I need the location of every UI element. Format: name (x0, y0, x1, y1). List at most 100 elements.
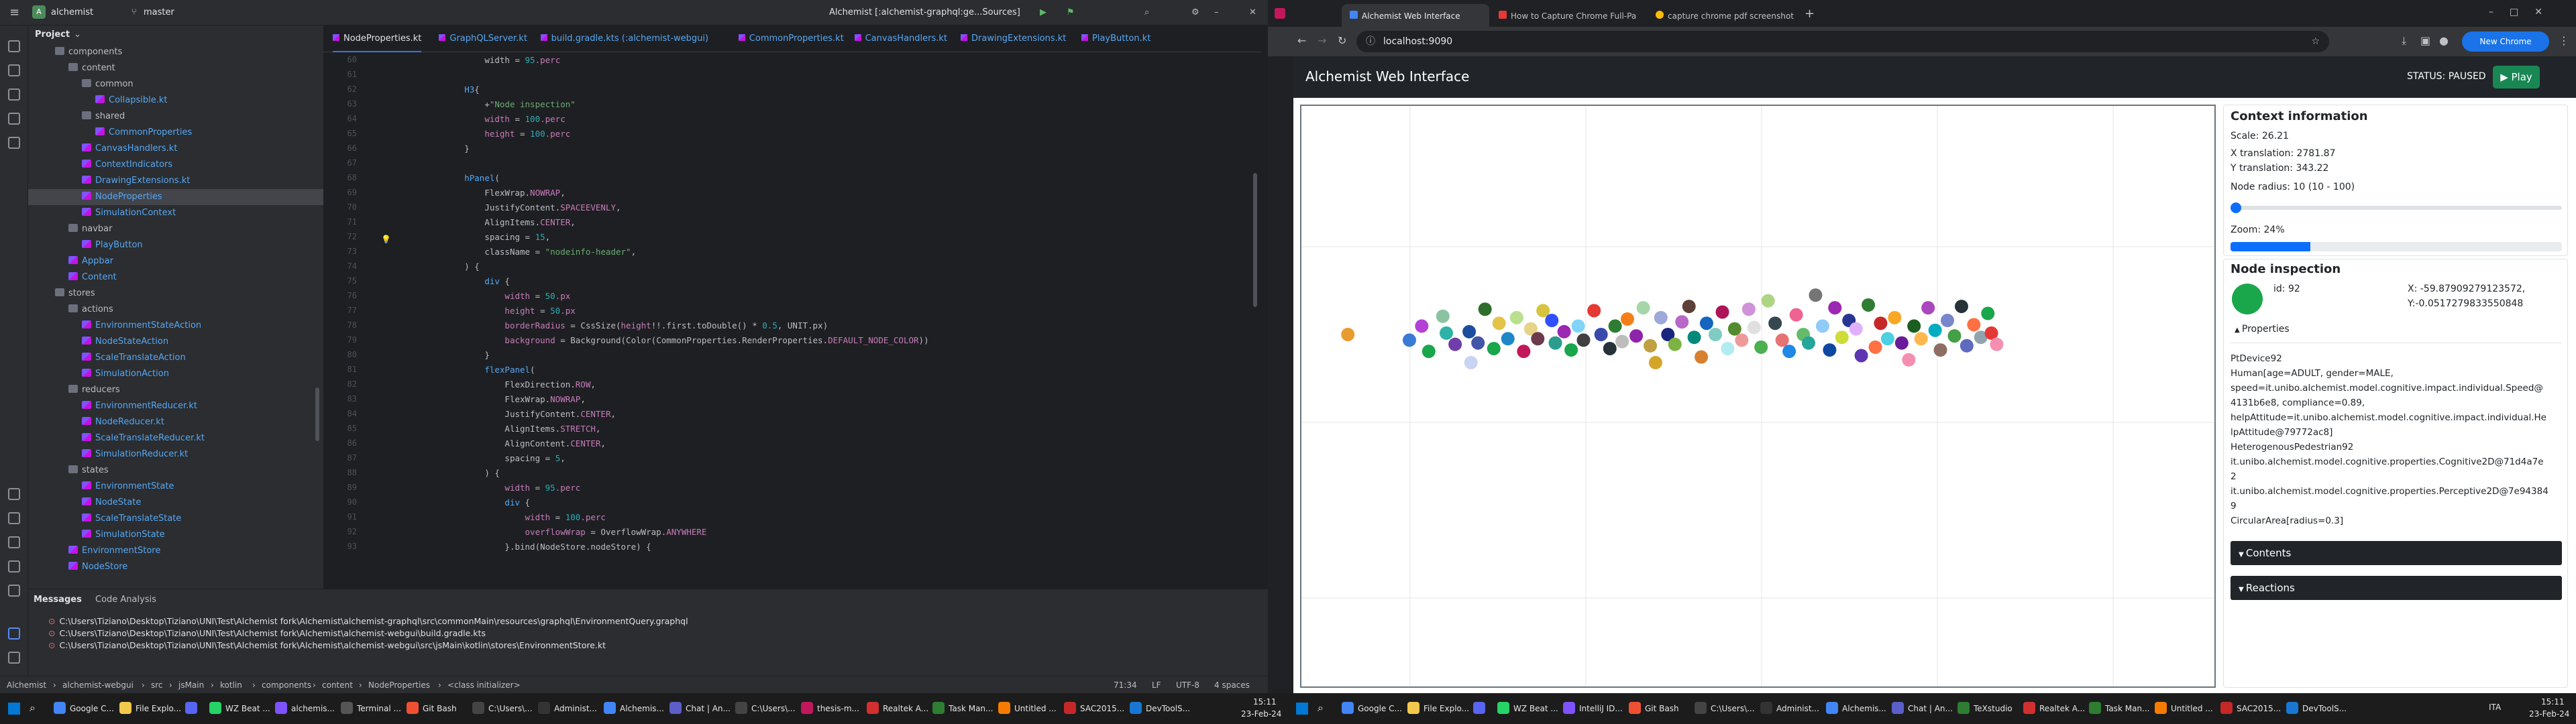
simulation-node[interactable] (1464, 355, 1478, 369)
simulation-node[interactable] (1523, 322, 1538, 336)
tree-item[interactable]: Appbar (28, 253, 323, 269)
search-icon[interactable]: ⌕ (1144, 7, 1150, 17)
simulation-node[interactable] (1894, 336, 1909, 350)
reload-icon[interactable]: ↻ (1338, 34, 1347, 47)
simulation-node[interactable] (1921, 301, 1935, 315)
taskbar-app[interactable] (185, 700, 201, 717)
tree-item[interactable]: PlayButton (28, 237, 323, 253)
new-tab-icon[interactable]: + (1805, 7, 1815, 21)
simulation-node[interactable] (1564, 343, 1578, 357)
taskbar-app[interactable]: SAC2015... (2220, 700, 2281, 717)
taskbar-app[interactable]: WZ Beat ... (1497, 700, 1558, 717)
simulation-node[interactable] (1615, 335, 1629, 349)
taskbar-app[interactable]: Chat | An... (1892, 700, 1953, 717)
tree-scrollbar[interactable] (315, 387, 319, 441)
simulation-node[interactable] (1661, 328, 1675, 341)
play-button[interactable]: ▶ Play (2493, 66, 2540, 88)
window-controls[interactable]: –□✕ (2489, 7, 2559, 17)
tree-item[interactable]: SimulationContext (28, 205, 323, 221)
editor-tab[interactable]: NodeProperties.kt (333, 34, 422, 52)
simulation-node[interactable] (1421, 345, 1436, 359)
simulation-node[interactable] (1801, 336, 1815, 350)
debug-icon[interactable]: ⚑ (1067, 7, 1075, 17)
message-row[interactable]: ⊙ C:\Users\Tiziano\Desktop\Tiziano\UNI\Te… (48, 616, 688, 626)
simulation-node[interactable] (1990, 337, 2004, 351)
tree-item[interactable]: NodeStateAction (28, 334, 323, 350)
simulation-node[interactable] (1828, 301, 1842, 315)
taskbar-app[interactable]: File Explo... (1407, 700, 1469, 717)
taskbar-app[interactable]: Untitled ... (998, 700, 1057, 717)
taskbar-app[interactable]: C:\Users\... (472, 700, 533, 717)
simulation-node[interactable] (1587, 304, 1601, 318)
chevron-down-icon[interactable]: ⌄ (74, 29, 81, 40)
taskbar-app[interactable]: Git Bash (407, 700, 457, 717)
close-icon[interactable]: ✕ (1249, 7, 1256, 17)
message-row[interactable]: ⊙ C:\Users\Tiziano\Desktop\Tiziano\UNI\Te… (48, 640, 606, 650)
simulation-node[interactable] (1648, 355, 1662, 369)
minimize-icon[interactable]: – (1214, 7, 1219, 17)
simulation-node[interactable] (1415, 319, 1429, 333)
new-chrome-available-button[interactable]: New Chrome available (2462, 32, 2549, 66)
messages-tab[interactable]: Messages (34, 595, 82, 605)
simulation-node[interactable] (1862, 298, 1876, 312)
bookmark-star-icon[interactable]: ☆ (2311, 36, 2320, 47)
more-tools-icon[interactable] (8, 137, 20, 149)
simulation-node[interactable] (1914, 332, 1928, 346)
taskbar-app[interactable]: Task Man... (932, 700, 993, 717)
simulation-node[interactable] (1501, 332, 1515, 346)
tree-item[interactable]: actions (28, 302, 323, 318)
taskbar-app[interactable]: Untitled ... (2155, 700, 2213, 717)
status-item[interactable]: 4 spaces (1214, 680, 1250, 690)
editor-tab[interactable]: CanvasHandlers.kt (854, 34, 947, 44)
editor-tab[interactable]: DrawingExtensions.kt (961, 34, 1066, 44)
back-icon[interactable]: ← (1297, 34, 1307, 47)
simulation-node[interactable] (1687, 330, 1701, 345)
breadcrumb-item[interactable]: content (322, 680, 353, 690)
tree-item[interactable]: CommonProperties (28, 125, 323, 141)
code-analysis-tab[interactable]: Code Analysis (95, 595, 156, 605)
simulation-node[interactable] (1981, 306, 1995, 320)
simulation-node[interactable] (1727, 322, 1741, 336)
simulation-node[interactable] (1835, 330, 1849, 345)
status-item[interactable]: UTF-8 (1176, 680, 1199, 690)
simulation-node[interactable] (1775, 333, 1789, 347)
services-tool-icon[interactable] (8, 536, 20, 548)
simulation-node[interactable] (1509, 310, 1523, 324)
simulation-node[interactable] (1854, 349, 1868, 363)
simulation-node[interactable] (1754, 340, 1768, 354)
tree-item[interactable]: SimulationAction (28, 366, 323, 382)
tree-item[interactable]: navbar (28, 221, 323, 237)
simulation-node[interactable] (1462, 324, 1477, 339)
editor-scrollbar[interactable] (1253, 173, 1257, 307)
tree-item[interactable]: SimulationState (28, 527, 323, 543)
simulation-node[interactable] (1620, 312, 1634, 326)
simulation-node[interactable] (1815, 319, 1829, 333)
taskbar-app[interactable]: Google C... (54, 700, 114, 717)
tree-item[interactable]: EnvironmentStore (28, 543, 323, 559)
simulation-node[interactable] (1967, 318, 1981, 332)
tree-item[interactable]: EnvironmentStateAction (28, 318, 323, 334)
status-item[interactable]: LF (1152, 680, 1161, 690)
simulation-node[interactable] (1576, 333, 1591, 347)
tree-item[interactable]: shared (28, 109, 323, 125)
taskbar-app[interactable]: Git Bash (1629, 700, 1679, 717)
extensions-icon[interactable]: ▣ (2420, 34, 2431, 47)
simulation-node[interactable] (1709, 328, 1723, 341)
browser-tab-capture[interactable]: How to Capture Chrome Full-Pa (1491, 4, 1645, 27)
address-bar[interactable]: ⓘ localhost:9090 ☆ (1356, 31, 2329, 52)
simulation-node[interactable] (1644, 339, 1658, 353)
breadcrumb-item[interactable]: Alchemist (7, 680, 47, 690)
sidebar-apps-icon[interactable] (1275, 8, 1285, 19)
simulation-node[interactable] (1402, 333, 1416, 347)
simulation-node[interactable] (1654, 310, 1668, 324)
tree-item[interactable]: CanvasHandlers.kt (28, 141, 323, 157)
simulation-node[interactable] (1868, 340, 1882, 354)
taskbar-app[interactable]: File Explo... (119, 700, 181, 717)
simulation-node[interactable] (1675, 315, 1689, 329)
breadcrumb-item[interactable]: alchemist-webgui (62, 680, 133, 690)
simulation-node[interactable] (1933, 343, 1947, 357)
taskbar-app[interactable]: Google C... (1342, 700, 1402, 717)
browser-tab-google[interactable]: capture chrome pdf screenshot (1648, 4, 1802, 27)
simulation-node[interactable] (1487, 341, 1501, 355)
git-tool-icon[interactable] (8, 652, 20, 664)
